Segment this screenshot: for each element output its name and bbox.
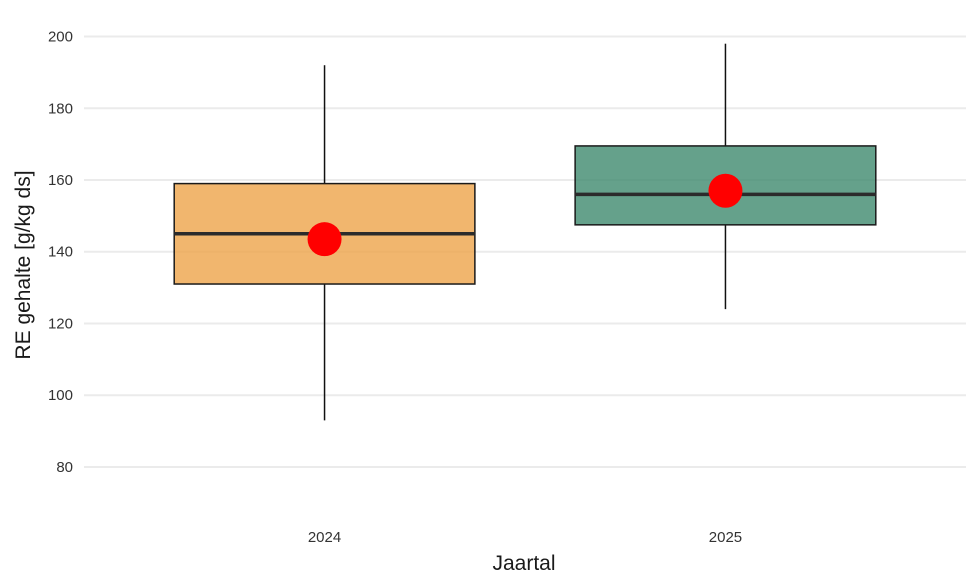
mean-point [307, 222, 342, 257]
x-axis-title: Jaartal [492, 552, 555, 575]
y-tick-label: 200 [48, 29, 73, 46]
y-tick-label: 140 [48, 244, 73, 261]
y-axis-ticks: 80 100 120 140 160 180 200 [48, 29, 73, 476]
x-tick-label: 2025 [709, 529, 742, 546]
box-2025 [574, 43, 877, 310]
x-tick-label: 2024 [308, 529, 341, 546]
y-tick-label: 160 [48, 172, 73, 189]
x-axis-ticks: 2024 2025 [308, 529, 742, 546]
mean-point [708, 173, 743, 208]
y-tick-label: 80 [56, 459, 73, 476]
y-tick-label: 100 [48, 387, 73, 404]
y-axis-title: RE gehalte [g/kg ds] [12, 170, 35, 359]
y-tick-label: 120 [48, 315, 73, 332]
y-tick-label: 180 [48, 100, 73, 117]
box-2024 [173, 65, 476, 421]
boxes [173, 43, 877, 421]
